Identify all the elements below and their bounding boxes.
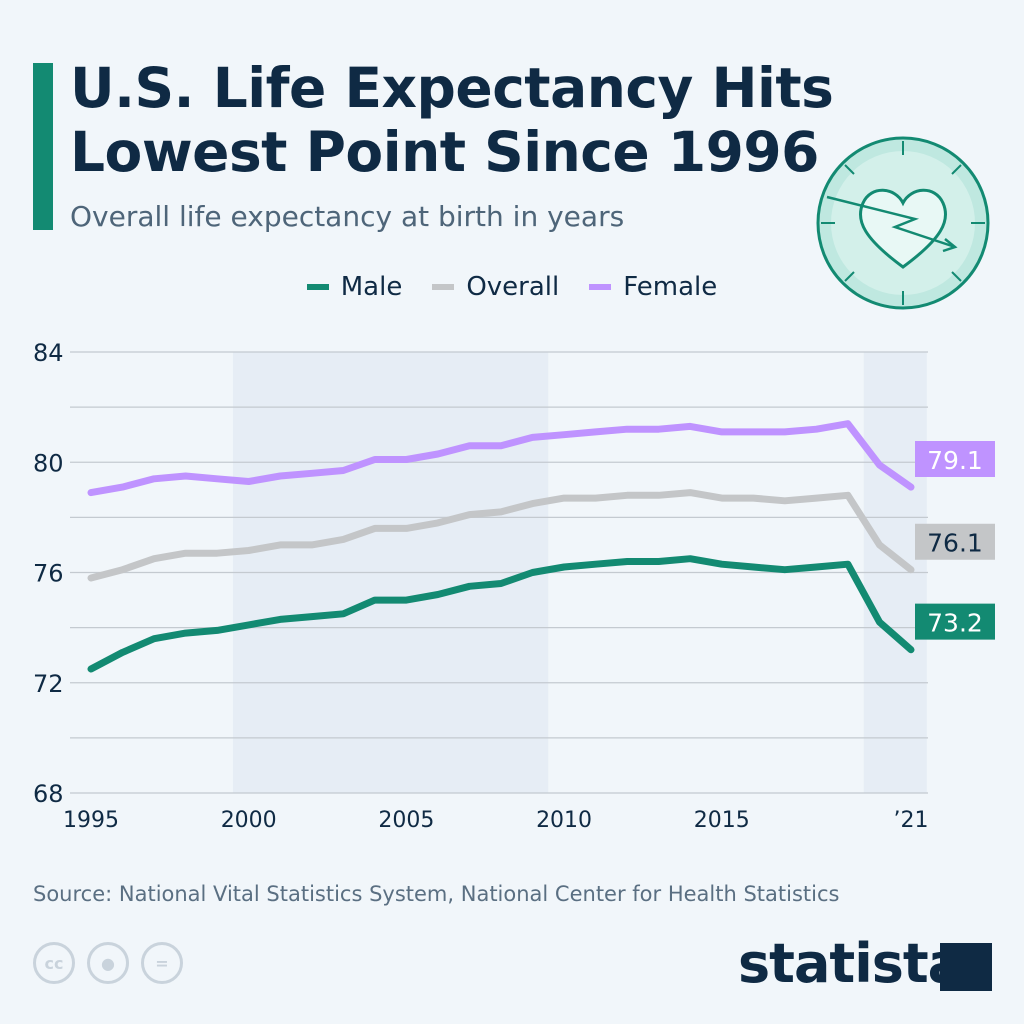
x-tick-label: 2010 <box>536 808 592 833</box>
end-label-box-overall <box>915 523 995 560</box>
x-tick-label: ’21 <box>894 808 929 833</box>
heart-clock-arrow-icon <box>816 136 990 310</box>
cc-icon[interactable]: cc <box>33 942 75 984</box>
series-line-female <box>87 420 915 497</box>
y-tick-label: 72 <box>33 670 64 698</box>
legend-item-male: Male <box>306 272 403 302</box>
y-tick-label: 84 <box>33 339 64 367</box>
legend-label-female: Female <box>623 272 718 302</box>
statista-logo-mark <box>940 943 992 991</box>
legend-label-male: Male <box>340 272 403 302</box>
x-tick-label: 2000 <box>221 808 277 833</box>
page-title: U.S. Life Expectancy Hits Lowest Point S… <box>70 56 834 184</box>
title-line-1: U.S. Life Expectancy Hits <box>70 56 834 120</box>
legend-item-female: Female <box>589 272 717 302</box>
end-label-male: 73.2 <box>927 609 983 638</box>
x-tick-label: 2015 <box>694 808 750 833</box>
x-tick-label: 1995 <box>63 808 119 833</box>
no-derivatives-icon[interactable]: = <box>141 942 183 984</box>
y-tick-label: 68 <box>33 780 64 808</box>
end-label-box-female <box>915 441 995 478</box>
end-label-female: 79.1 <box>927 446 983 475</box>
end-label-overall: 76.1 <box>927 529 983 558</box>
y-tick-label: 80 <box>33 449 64 477</box>
title-line-2: Lowest Point Since 1996 <box>70 120 819 184</box>
legend-swatch-male <box>306 284 329 290</box>
series-line-male <box>87 555 915 673</box>
source-note: Source: National Vital Statistics System… <box>33 882 840 906</box>
license-icons: cc ● = <box>33 942 183 984</box>
line-chart: 68 72 76 80 84 1995 2000 2005 2010 2015 ’21 73.2 76.… <box>33 339 995 833</box>
legend-label-overall: Overall <box>466 272 560 302</box>
series-line-overall <box>87 489 915 582</box>
subtitle: Overall life expectancy at birth in year… <box>70 200 625 233</box>
attribution-icon[interactable]: ● <box>87 942 129 984</box>
title-accent-bar <box>33 63 53 230</box>
x-tick-label: 2005 <box>378 808 434 833</box>
legend-item-overall: Overall <box>432 272 559 302</box>
end-label-box-male <box>915 603 995 640</box>
statista-logo[interactable]: statista <box>738 932 964 995</box>
legend: Male Overall Female <box>0 272 1024 302</box>
y-tick-label: 76 <box>33 560 64 588</box>
legend-swatch-overall <box>432 284 455 290</box>
legend-swatch-female <box>589 284 612 290</box>
